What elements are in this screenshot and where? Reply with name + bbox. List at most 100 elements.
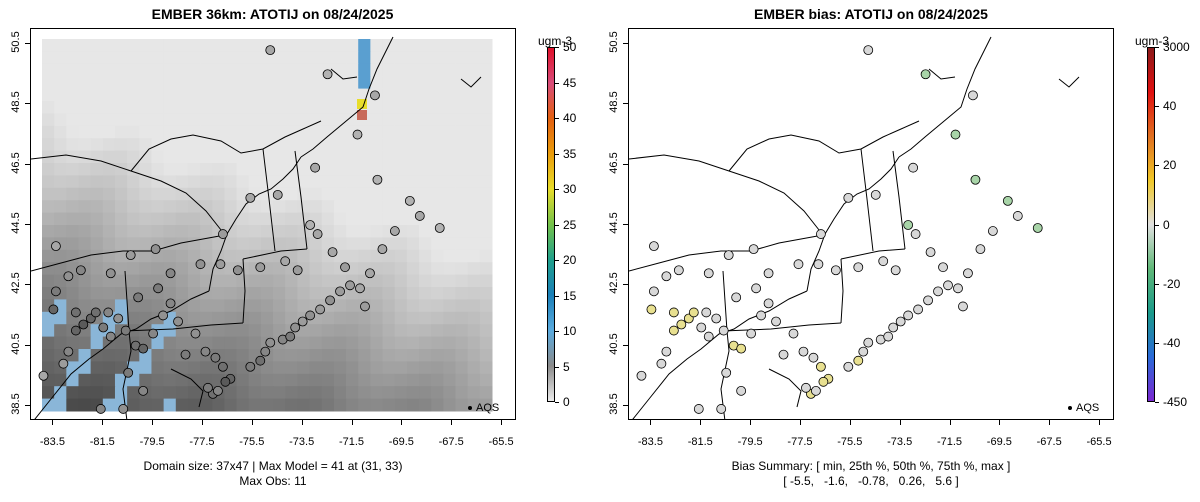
- model-grid-cell: [479, 361, 493, 375]
- model-grid-cell: [394, 187, 408, 201]
- model-grid-cell: [431, 101, 444, 114]
- model-grid-cell: [114, 138, 128, 152]
- model-grid-cell: [394, 274, 408, 288]
- model-grid-cell: [224, 51, 238, 65]
- model-grid-cell: [431, 76, 444, 90]
- model-grid-cell: [346, 349, 359, 362]
- model-grid-cell: [419, 88, 432, 102]
- model-grid-cell: [479, 113, 493, 127]
- model-grid-cell: [285, 63, 298, 77]
- model-grid-cell: [419, 274, 432, 288]
- model-grid-cell: [467, 336, 481, 350]
- model-grid-cell: [200, 398, 213, 412]
- model-grid-cell: [163, 349, 177, 362]
- right-aqs-legend: AQS: [1068, 402, 1099, 414]
- colorbar-tick: [1155, 47, 1159, 48]
- model-grid-cell: [346, 373, 359, 387]
- model-grid-cell: [419, 398, 432, 412]
- model-grid-cell: [455, 39, 469, 52]
- model-grid-cell: [455, 76, 469, 90]
- map-boundary-line: [728, 120, 920, 172]
- model-grid-cell: [200, 237, 213, 251]
- model-grid-cell: [224, 361, 238, 375]
- model-grid-cell: [114, 225, 128, 238]
- aqs-station-point: [78, 319, 89, 330]
- model-grid-cell: [236, 125, 250, 139]
- model-grid-cell: [346, 225, 359, 238]
- model-grid-cell: [248, 63, 262, 77]
- model-grid-cell: [151, 361, 165, 375]
- model-grid-cell: [102, 163, 116, 176]
- model-grid-cell: [224, 274, 238, 288]
- model-grid-cell: [443, 212, 457, 226]
- model-grid-cell: [321, 150, 335, 164]
- model-grid-cell: [151, 373, 165, 387]
- model-grid-cell: [114, 101, 128, 114]
- aqs-station-point: [673, 265, 684, 276]
- model-grid-cell: [419, 163, 432, 176]
- colorbar-label: -20: [1163, 276, 1181, 291]
- model-grid-cell: [114, 237, 128, 251]
- colorbar-label: 50: [563, 40, 577, 54]
- model-grid-cell: [333, 299, 347, 313]
- model-grid-cell: [236, 212, 250, 226]
- model-grid-cell: [42, 187, 55, 201]
- model-grid-cell: [394, 39, 408, 52]
- aqs-station-point: [265, 45, 276, 56]
- model-grid-cell: [42, 200, 55, 214]
- model-grid-cell: [382, 51, 396, 65]
- map-boundary-line: [124, 322, 244, 332]
- model-grid-cell: [297, 336, 311, 350]
- model-grid-cell: [479, 311, 493, 325]
- aqs-station-point: [315, 304, 326, 315]
- model-grid-cell: [248, 225, 262, 238]
- model-grid-cell: [309, 349, 323, 362]
- model-grid-cell: [260, 311, 274, 325]
- aqs-station-point: [1032, 223, 1043, 233]
- model-grid-cell: [406, 398, 420, 412]
- model-grid-cell: [163, 212, 177, 226]
- map-boundary-line: [629, 154, 824, 236]
- model-grid-cell: [212, 299, 225, 313]
- model-grid-cell: [346, 249, 359, 263]
- model-grid-cell: [406, 138, 420, 152]
- model-grid-cell: [78, 88, 92, 102]
- model-grid-cell: [151, 39, 165, 52]
- model-grid-cell: [260, 237, 274, 251]
- model-grid-cell: [78, 200, 92, 214]
- model-grid-cell: [114, 274, 128, 288]
- model-grid-cell: [127, 386, 140, 400]
- model-grid-cell: [114, 63, 128, 77]
- model-grid-cell: [455, 225, 469, 238]
- model-grid-cell: [139, 175, 152, 189]
- model-grid-cell: [102, 287, 116, 300]
- model-grid-cell: [443, 125, 457, 139]
- aqs-station-point: [903, 310, 914, 321]
- y-tick-mark: [25, 284, 30, 286]
- model-grid-cell: [236, 324, 250, 338]
- model-grid-cell: [114, 249, 128, 263]
- model-grid-cell: [163, 324, 177, 338]
- model-grid-cell: [443, 287, 457, 300]
- aqs-station-point: [377, 244, 388, 255]
- model-grid-cell: [346, 237, 359, 251]
- model-grid-cell: [394, 311, 408, 325]
- model-grid-cell: [479, 163, 493, 176]
- model-grid-cell: [321, 212, 335, 226]
- model-grid-cell: [479, 187, 493, 201]
- model-grid-cell: [54, 249, 67, 263]
- aqs-station-point: [938, 262, 948, 273]
- map-boundary-line: [840, 248, 906, 260]
- aqs-station-point: [778, 349, 789, 360]
- model-grid-cell: [187, 39, 201, 52]
- model-grid-cell: [127, 187, 140, 201]
- model-grid-cell: [66, 113, 79, 127]
- model-grid-cell: [187, 76, 201, 90]
- model-grid-cell: [394, 76, 408, 90]
- model-grid-cell: [139, 225, 152, 238]
- model-grid-cell: [358, 311, 371, 325]
- model-grid-cell: [273, 200, 286, 214]
- model-grid-cell: [248, 125, 262, 139]
- model-grid-cell: [273, 373, 286, 387]
- model-grid-cell: [42, 324, 55, 338]
